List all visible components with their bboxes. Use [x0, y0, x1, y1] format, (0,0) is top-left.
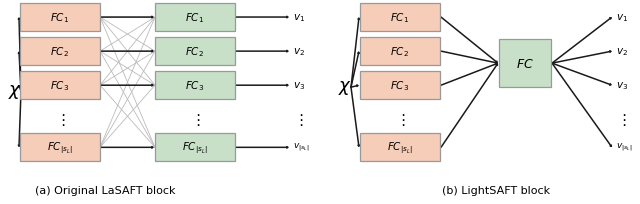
Text: $FC_2$: $FC_2$: [186, 45, 205, 59]
Text: $FC_1$: $FC_1$: [51, 11, 70, 25]
Text: $\vdots$: $\vdots$: [293, 112, 303, 128]
Text: $FC_{|s_L|}$: $FC_{|s_L|}$: [182, 140, 208, 155]
Text: $v_3$: $v_3$: [293, 80, 305, 92]
Text: $FC_3$: $FC_3$: [390, 79, 410, 93]
Text: $FC_{|s_L|}$: $FC_{|s_L|}$: [47, 140, 73, 155]
Text: $v_1$: $v_1$: [293, 12, 305, 24]
FancyBboxPatch shape: [360, 134, 440, 162]
FancyBboxPatch shape: [360, 38, 440, 66]
Text: $FC_1$: $FC_1$: [390, 11, 410, 25]
FancyBboxPatch shape: [20, 72, 100, 100]
Text: $\vdots$: $\vdots$: [55, 112, 65, 128]
Text: $\chi$: $\chi$: [338, 79, 352, 97]
FancyBboxPatch shape: [360, 72, 440, 100]
Text: $FC_2$: $FC_2$: [51, 45, 70, 59]
Text: $FC$: $FC$: [516, 57, 534, 70]
Text: $v_{|s_L|}$: $v_{|s_L|}$: [616, 142, 633, 154]
Text: $\vdots$: $\vdots$: [395, 112, 405, 128]
Text: $FC_2$: $FC_2$: [390, 45, 410, 59]
FancyBboxPatch shape: [155, 38, 235, 66]
Text: (a) Original LaSAFT block: (a) Original LaSAFT block: [35, 185, 176, 195]
FancyBboxPatch shape: [499, 40, 551, 88]
FancyBboxPatch shape: [360, 4, 440, 32]
Text: $v_{|s_L|}$: $v_{|s_L|}$: [293, 142, 310, 154]
Text: $v_2$: $v_2$: [293, 46, 305, 58]
Text: $\vdots$: $\vdots$: [190, 112, 200, 128]
Text: $\chi$: $\chi$: [8, 83, 22, 101]
Text: $\vdots$: $\vdots$: [616, 112, 627, 128]
Text: $v_1$: $v_1$: [616, 12, 628, 24]
Text: $FC_1$: $FC_1$: [186, 11, 205, 25]
Text: $v_2$: $v_2$: [616, 46, 628, 58]
Text: $FC_{|s_L|}$: $FC_{|s_L|}$: [387, 140, 413, 155]
FancyBboxPatch shape: [155, 72, 235, 100]
FancyBboxPatch shape: [20, 134, 100, 162]
FancyBboxPatch shape: [20, 38, 100, 66]
FancyBboxPatch shape: [20, 4, 100, 32]
FancyBboxPatch shape: [155, 4, 235, 32]
Text: (b) LightSAFT block: (b) LightSAFT block: [442, 185, 550, 195]
Text: $FC_3$: $FC_3$: [186, 79, 205, 93]
Text: $v_3$: $v_3$: [616, 80, 628, 92]
FancyBboxPatch shape: [155, 134, 235, 162]
Text: $FC_3$: $FC_3$: [51, 79, 70, 93]
